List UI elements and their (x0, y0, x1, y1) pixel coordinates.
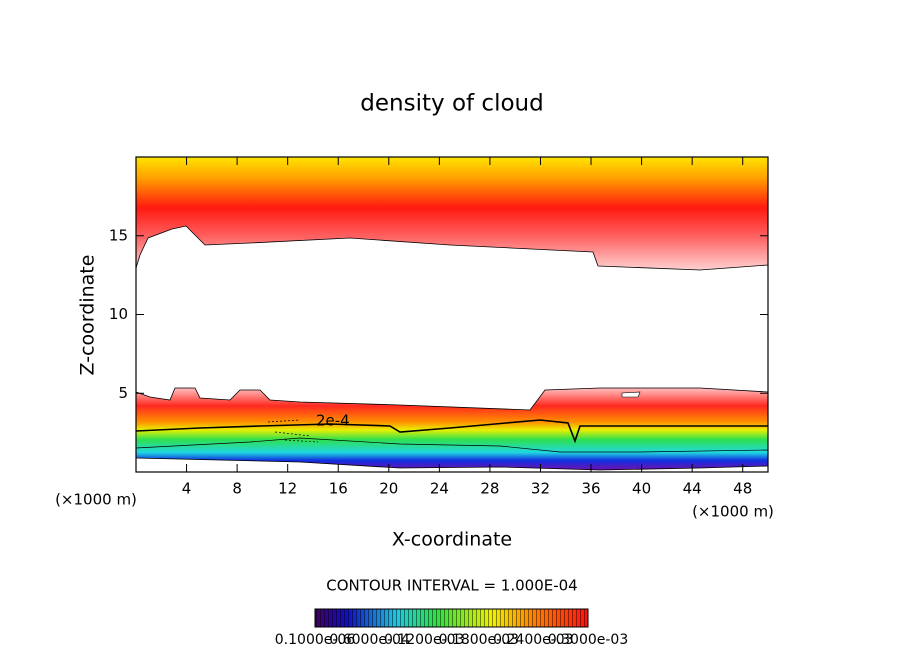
x-tick-label: 8 (232, 480, 242, 498)
colorbar-label: 0.1000e-06 (275, 632, 356, 648)
x-tick-label: 4 (182, 480, 192, 498)
x-tick-label: 48 (733, 480, 752, 498)
colorbar-label: 0.6000e-04 (329, 632, 410, 648)
x-tick-label: 44 (683, 480, 702, 498)
contour-fill-top (135, 156, 769, 271)
contour-label: 2e-4 (316, 412, 350, 430)
y-tick-label: 15 (109, 226, 128, 244)
x-tick-label: 32 (531, 480, 550, 498)
chart-title: density of cloud (360, 91, 543, 117)
colorbar-label: 0.1800e-03 (439, 632, 519, 648)
contour-line (267, 419, 319, 443)
y-tick-label: 10 (109, 305, 128, 323)
x-tick-label: 36 (581, 480, 600, 498)
x-tick-label: 20 (379, 480, 398, 498)
contour-line (135, 419, 768, 444)
white-patch (621, 391, 641, 398)
contour-fill-bottom (135, 387, 769, 471)
x-tick-label: 28 (480, 480, 499, 498)
x-unit: (×1000 m) (692, 503, 774, 521)
colorbar-label: 0.2400e-03 (493, 632, 573, 648)
x-tick-label: 12 (278, 480, 297, 498)
y-axis-title: Z-coordinate (77, 255, 99, 376)
colorbar-label: 0.3000e-03 (548, 632, 628, 648)
x-tick-label: 24 (430, 480, 449, 498)
x-tick-label: 40 (632, 480, 651, 498)
contour-line (135, 437, 769, 453)
x-axis-title: X-coordinate (392, 529, 512, 551)
x-tick-label: 16 (329, 480, 348, 498)
colorbar-label: 0.1200e-03 (384, 632, 464, 648)
colorbar-stripes (315, 609, 588, 627)
x-unit: (×1000 m) (55, 491, 137, 509)
contour-interval: CONTOUR INTERVAL = 1.000E-04 (326, 577, 577, 595)
y-tick-label: 5 (118, 384, 128, 402)
